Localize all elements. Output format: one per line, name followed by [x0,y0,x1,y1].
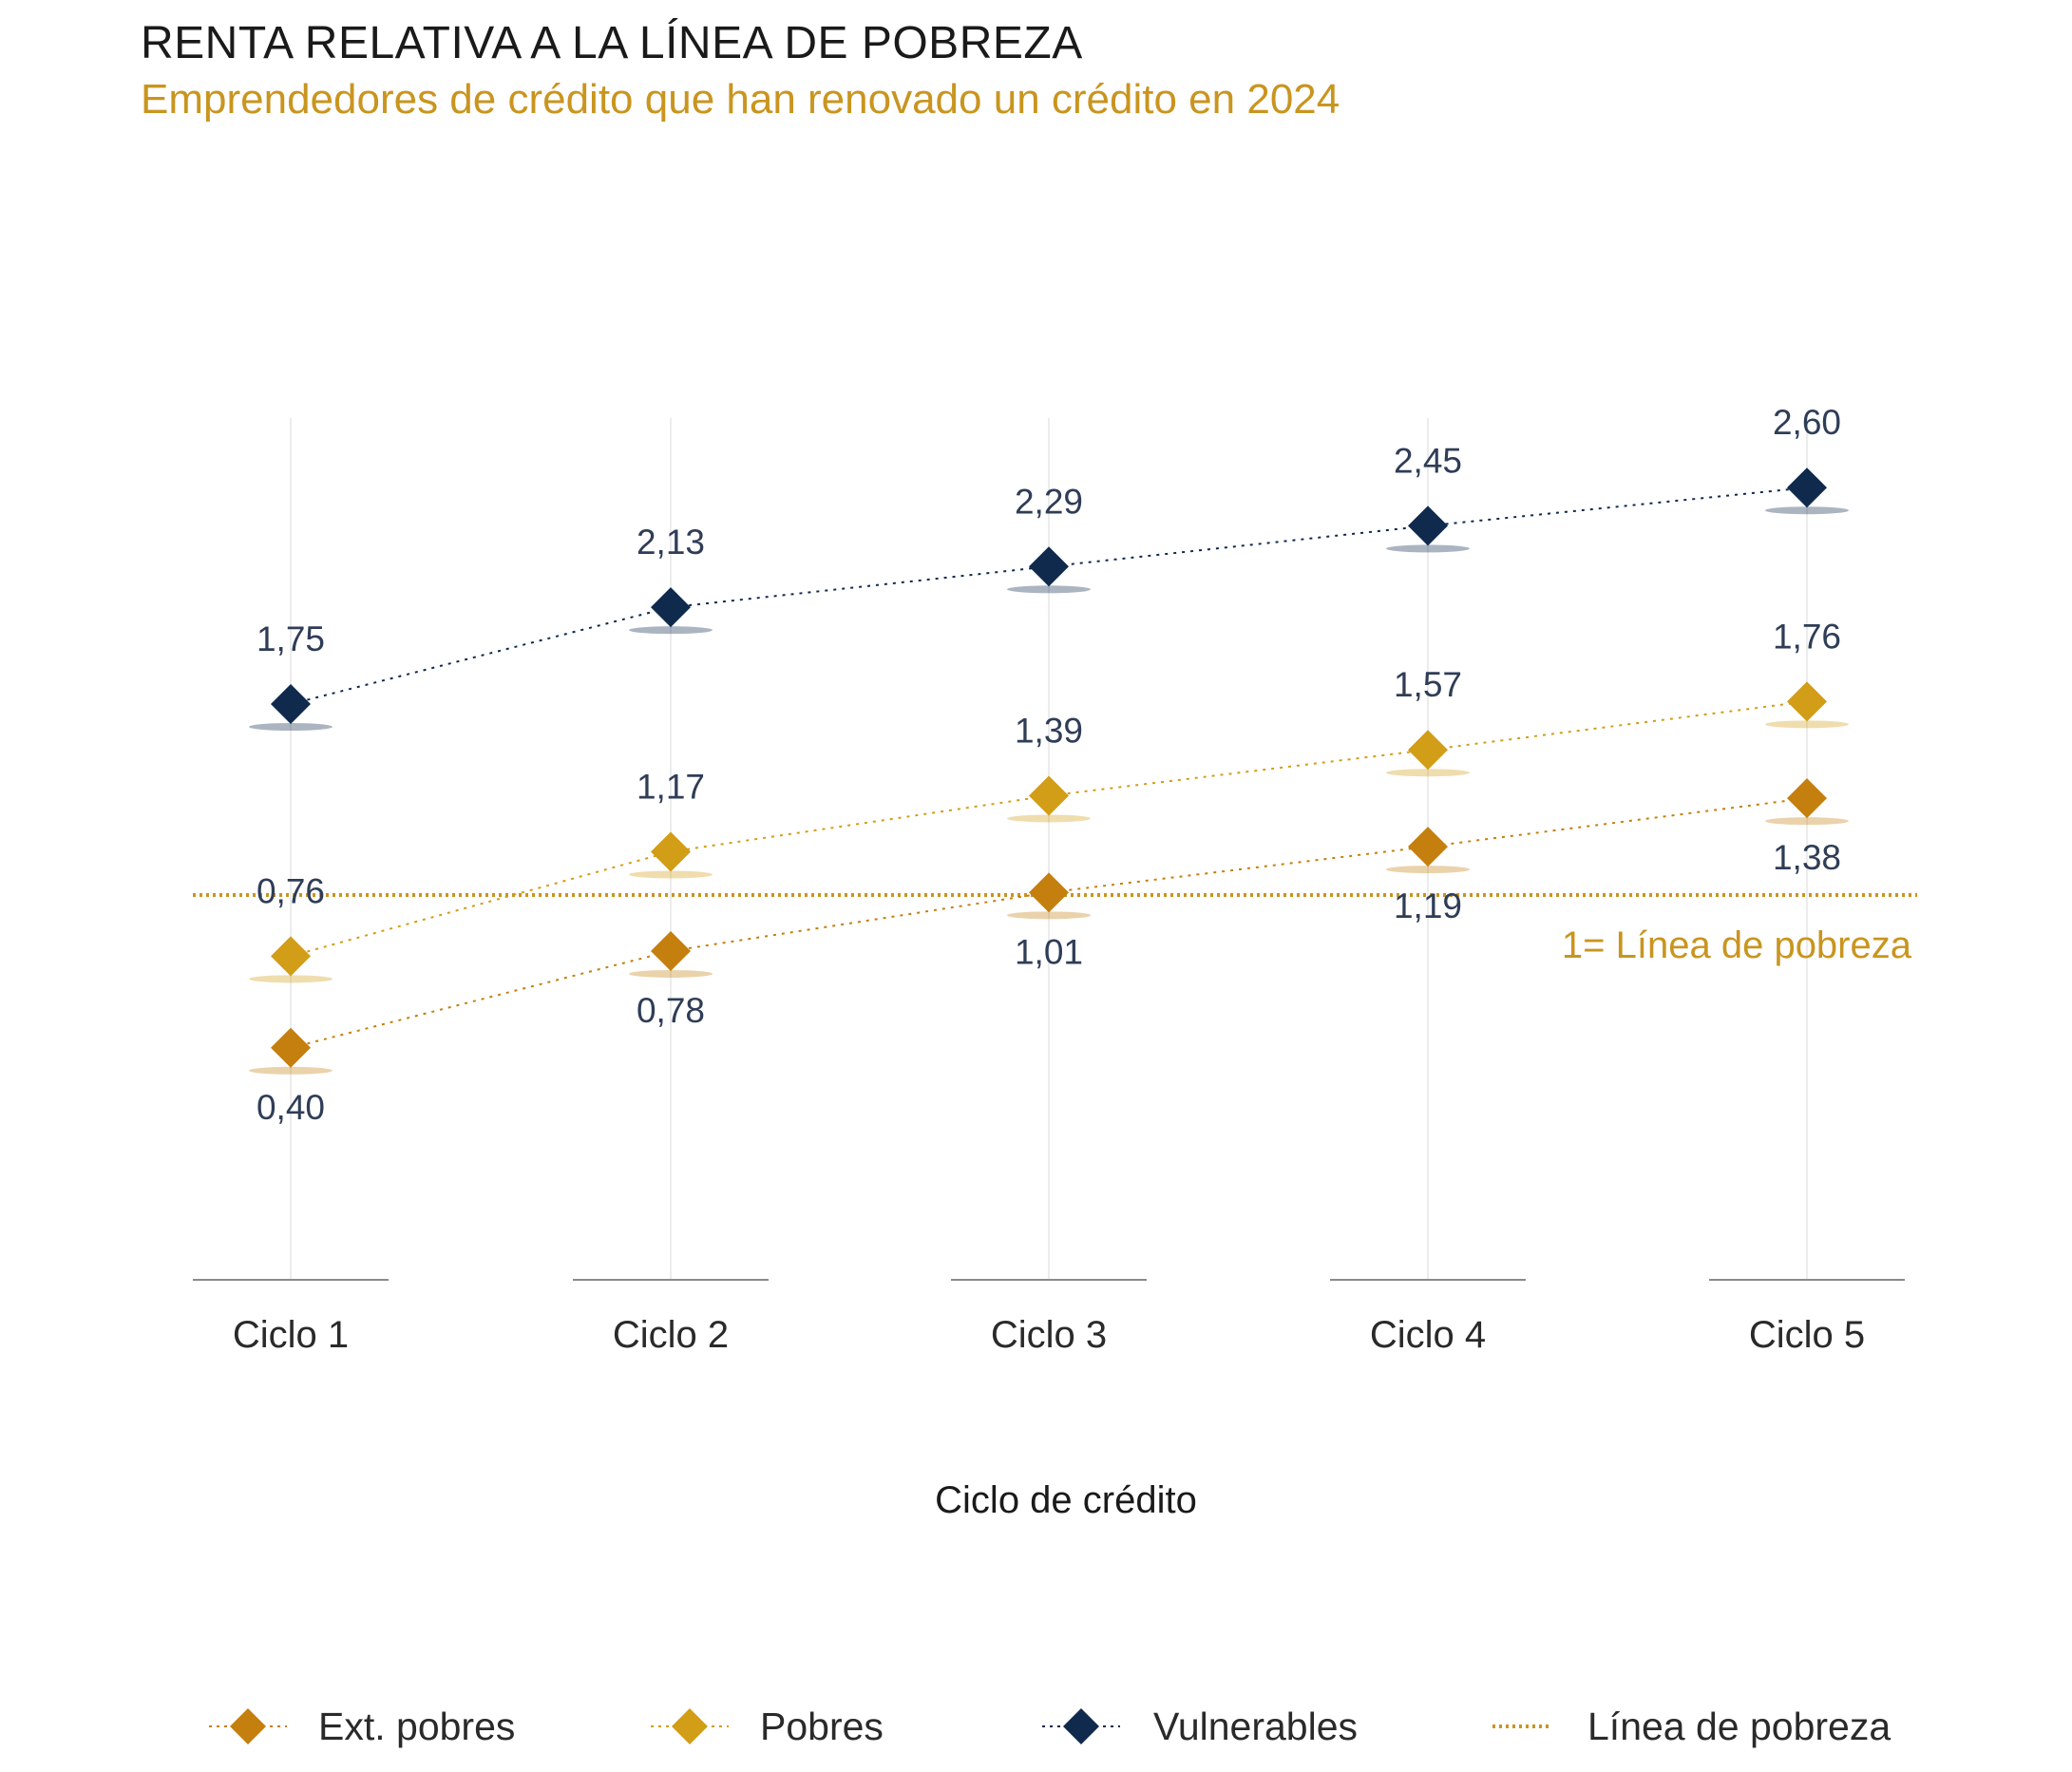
legend-label: Vulnerables [1153,1705,1358,1748]
data-label-vulnerables: 2,60 [1773,403,1841,442]
marker-shadow [1386,866,1470,874]
x-tick-label: Ciclo 2 [613,1314,729,1356]
data-label-pobres: 1,17 [637,767,705,806]
data-point-pobres [1408,730,1448,771]
data-label-pobres: 1,57 [1394,665,1462,704]
legend-swatch-marker [1063,1708,1099,1744]
legend-label: Ext. pobres [318,1705,515,1748]
legend-label: Línea de pobreza [1587,1705,1891,1748]
data-label-vulnerables: 1,75 [257,619,325,658]
legend-item-vulnerables: Vulnerables [1042,1705,1358,1748]
legend-item-ext-pobres: Ext. pobres [209,1705,515,1748]
x-tick-label: Ciclo 1 [233,1314,349,1356]
data-label-pobres: 1,76 [1773,617,1841,656]
marker-shadow [1386,544,1470,553]
marker-shadow [1765,720,1849,729]
data-label-ext-pobres: 0,40 [257,1088,325,1127]
data-label-ext-pobres: 0,78 [637,991,705,1030]
data-label-vulnerables: 2,29 [1015,482,1083,521]
data-point-vulnerables [271,684,311,724]
data-label-pobres: 0,76 [257,871,325,910]
data-label-ext-pobres: 1,19 [1394,886,1462,925]
data-label-ext-pobres: 1,01 [1015,932,1083,971]
x-axis-label: Ciclo de crédito [935,1479,1197,1521]
data-point-vulnerables [1787,467,1827,508]
data-point-ext-pobres [1029,872,1069,913]
marker-shadow [1386,769,1470,777]
legend-label: Pobres [760,1705,884,1748]
data-point-pobres [651,831,691,872]
marker-shadow [249,723,333,731]
data-point-vulnerables [1408,505,1448,546]
data-point-pobres [1029,775,1069,816]
marker-shadow [629,626,713,635]
data-point-ext-pobres [651,930,691,971]
marker-shadow [629,969,713,978]
data-point-ext-pobres [1787,778,1827,819]
data-label-ext-pobres: 1,38 [1773,838,1841,877]
marker-shadow [629,870,713,879]
data-label-vulnerables: 2,13 [637,523,705,562]
marker-shadow [1007,814,1091,823]
chart-title: RENTA RELATIVA A LA LÍNEA DE POBREZA [141,18,1083,68]
chart-subtitle: Emprendedores de crédito que han renovad… [141,76,1340,123]
marker-shadow [1007,911,1091,920]
data-point-ext-pobres [1408,827,1448,867]
legend-swatch-marker [230,1708,266,1744]
data-label-pobres: 1,39 [1015,711,1083,750]
x-tick-label: Ciclo 5 [1749,1314,1865,1356]
legend-item-pobres: Pobres [651,1705,884,1748]
data-point-pobres [1787,681,1827,722]
data-point-ext-pobres [271,1027,311,1068]
x-tick-label: Ciclo 3 [991,1314,1107,1356]
data-point-vulnerables [1029,546,1069,587]
series-line-ext-pobres [290,797,1808,1049]
marker-shadow [1007,585,1091,594]
legend-item-linea-de-pobreza: Línea de pobreza [1492,1705,1891,1748]
data-point-pobres [271,936,311,977]
data-label-vulnerables: 2,45 [1394,441,1462,480]
legend-swatch-marker [672,1708,708,1744]
x-tick-label: Ciclo 4 [1370,1314,1486,1356]
marker-shadow [249,975,333,983]
marker-shadow [1765,506,1849,515]
data-point-vulnerables [651,587,691,628]
poverty-line-annotation: 1= Línea de pobreza [1562,924,1912,966]
marker-shadow [249,1066,333,1075]
marker-shadow [1765,817,1849,826]
